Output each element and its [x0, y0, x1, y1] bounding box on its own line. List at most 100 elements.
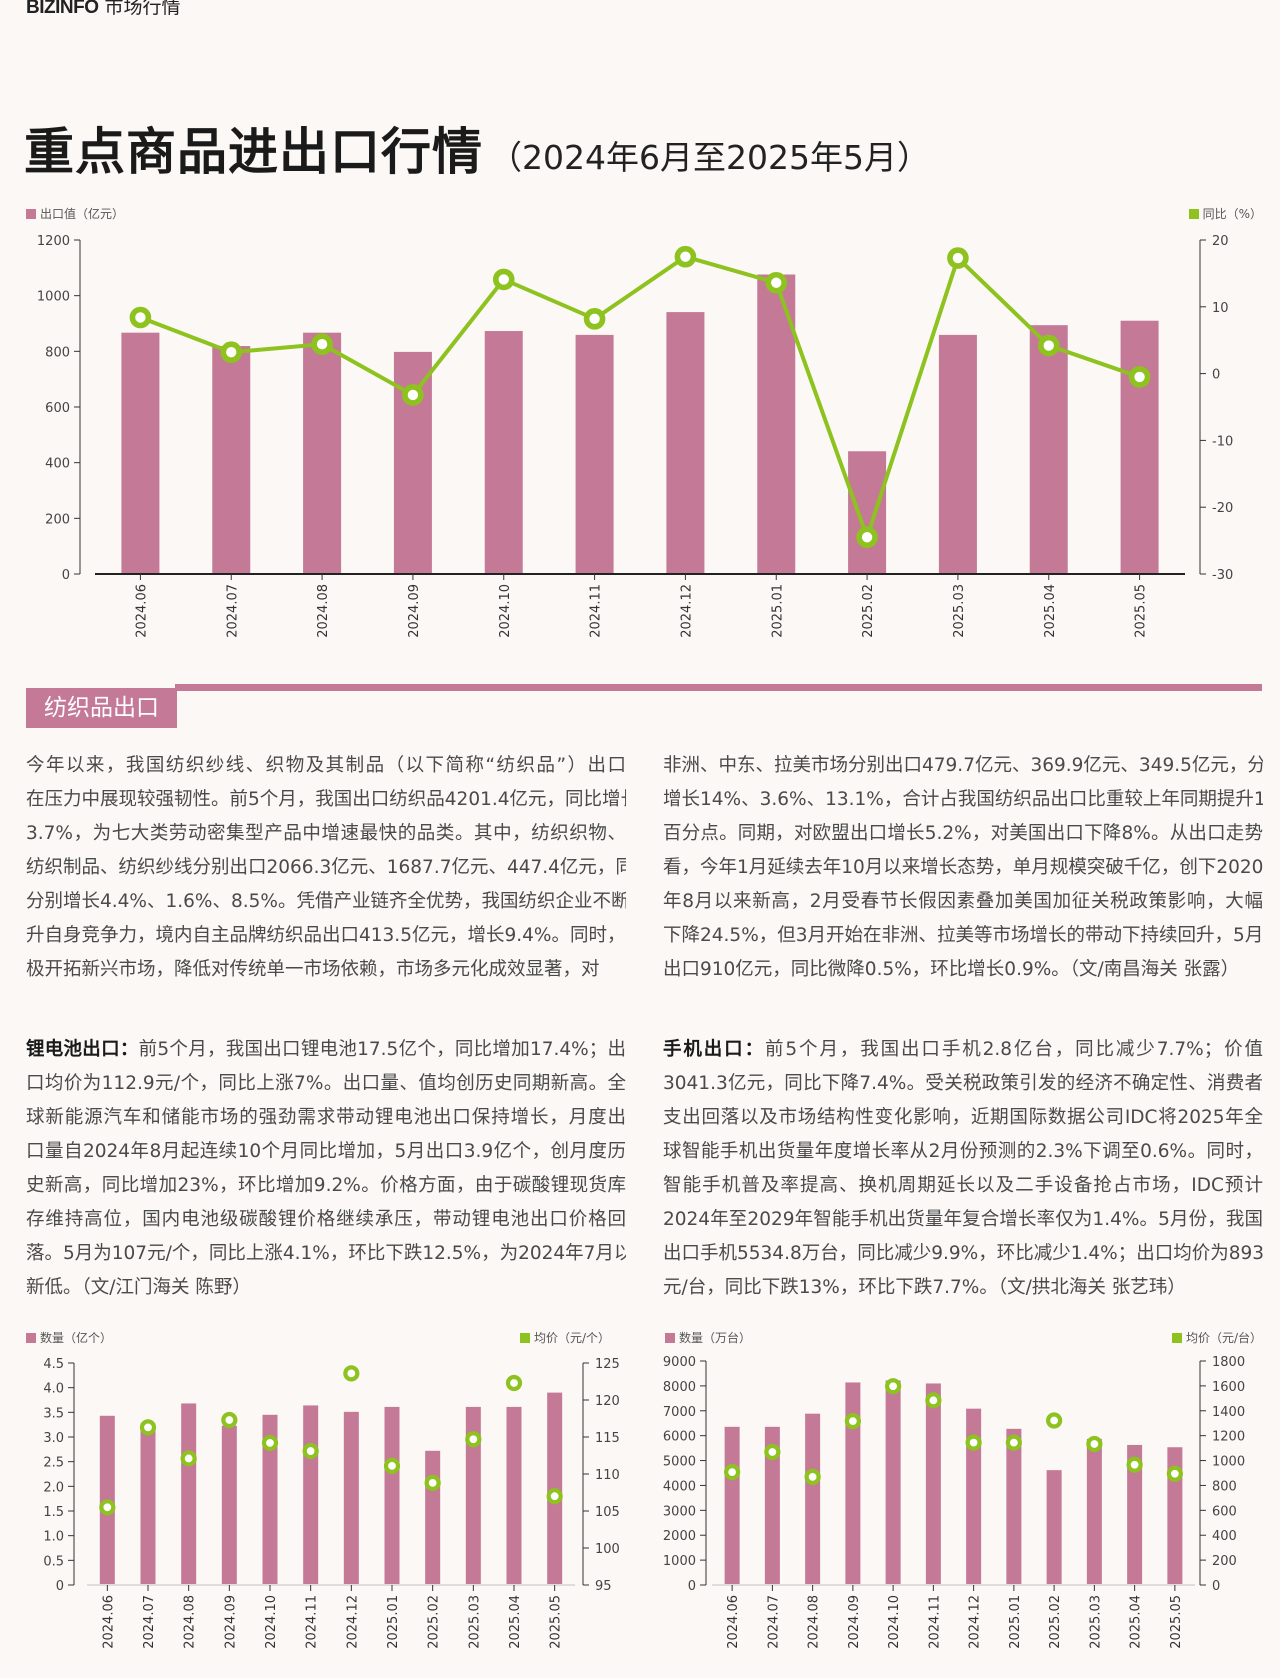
bar [845, 1382, 861, 1585]
text-line: 支出回落以及市场结构性变化影响，近期国际数据公司IDC将2025年全 [663, 1107, 1263, 1128]
data-point [1128, 366, 1151, 388]
left-tick-label: 1.0 [43, 1530, 64, 1545]
text-line: 极开拓新兴市场，降低对传统单一市场依赖，市场多元化成效显著，对 [26, 959, 600, 980]
data-point [424, 1474, 441, 1491]
right-tick-label: 800 [1212, 1479, 1237, 1494]
right-tick-label: 0 [1212, 368, 1220, 383]
left-tick-label: 1000 [663, 1554, 696, 1569]
data-point [139, 1419, 157, 1436]
left-tick-label: 1.5 [43, 1505, 64, 1520]
x-tick-label: 2024.12 [345, 1595, 360, 1649]
bar [1046, 1470, 1062, 1585]
textile-text-left: 今年以来，我国纺织纱线、织物及其制品（以下简称“纺织品”）出口 在压力中展现较强韧… [26, 749, 626, 987]
data-point [1166, 1465, 1183, 1482]
bar [764, 1426, 780, 1585]
data-point [99, 1499, 116, 1516]
x-tick-label: 2024.06 [726, 1595, 741, 1649]
data-point [583, 308, 606, 330]
bar [221, 1425, 237, 1585]
data-point [1037, 334, 1060, 357]
text-line: 存维持高位，国内电池级碳酸锂价格继续承压，带动锂电池出口价格回 [26, 1209, 626, 1230]
x-tick-label: 2024.09 [223, 1595, 238, 1649]
yoy-line [139, 254, 1141, 540]
bar [343, 1411, 359, 1585]
x-tick-label: 2024.10 [887, 1595, 902, 1649]
right-tick-label: 1200 [1212, 1430, 1245, 1445]
x-tick-label: 2024.07 [766, 1595, 781, 1649]
right-tick-label: 110 [595, 1468, 620, 1483]
x-tick-label: 2025.02 [1048, 1595, 1063, 1649]
x-tick-label: 2025.02 [861, 584, 876, 638]
bar [575, 334, 614, 574]
legend-swatch [665, 1332, 675, 1343]
data-point [261, 1434, 279, 1452]
x-tick-label: 2024.07 [225, 584, 240, 638]
left-tick-label: 400 [45, 457, 70, 472]
bar [925, 1383, 941, 1585]
right-tick-label: 1800 [1212, 1355, 1245, 1370]
left-tick-label: 1200 [37, 234, 70, 249]
left-tick-label: 0 [62, 568, 70, 583]
right-tick-label: 1400 [1212, 1405, 1245, 1420]
data-point [947, 247, 969, 269]
data-point [465, 1431, 482, 1448]
left-tick-label: 7000 [663, 1405, 696, 1420]
text-line: 3041.3亿元，同比下降7.4%。受关税政策引发的经济不确定性、消费者 [663, 1073, 1263, 1094]
title-main: 重点商品进出口行情 [24, 123, 483, 181]
bar [303, 332, 342, 574]
text-line: 分别增长4.4%、1.6%、8.5%。凭借产业链齐全优势，我国纺织企业不断提 [26, 891, 626, 912]
left-tick-label: 800 [45, 345, 70, 360]
text-line: 出口手机5534.8万台，同比减少9.9%，环比减少1.4%；出口均价为893.… [663, 1243, 1263, 1264]
left-tick-label: 600 [45, 401, 70, 416]
x-tick-label: 2025.04 [508, 1595, 523, 1649]
data-point [343, 1365, 360, 1382]
legend-yoy: 同比（%） [1188, 205, 1262, 222]
bar [1120, 320, 1159, 574]
legend-label: 同比（%） [1202, 207, 1262, 221]
chart-手机出口: 0 1000 2000 3000 4000 5000 6000 7000 8000 9000 0 20… [663, 1355, 1245, 1649]
x-tick-label: 2024.12 [968, 1595, 983, 1649]
bar [966, 1408, 982, 1585]
x-tick-label: 2025.03 [952, 584, 967, 638]
x-tick-label: 2025.01 [386, 1595, 401, 1649]
text-line: 在压力中展现较强韧性。前5个月，我国出口纺织品4201.4亿元，同比增长 [26, 789, 626, 810]
left-tick-label: 0 [56, 1579, 64, 1594]
bar [121, 332, 160, 574]
legend-phone-price: 均价（元/台） [1171, 1329, 1262, 1346]
bar [384, 1406, 400, 1585]
text-line: 看，今年1月延续去年10月以来增长态势，单月规模突破千亿，创下2020 [663, 857, 1263, 878]
data-point [1005, 1434, 1022, 1451]
legend-phone-quantity: 数量（万台） [665, 1329, 751, 1346]
left-tick-label: 2.0 [43, 1480, 64, 1495]
right-tick-label: 1000 [1212, 1455, 1245, 1470]
legend-label: 出口值（亿元） [40, 207, 125, 221]
x-tick-label: 2025.03 [1088, 1595, 1103, 1649]
chart-锂电池出口: 0 0.5 1.0 1.5 2.0 2.5 3.0 3.5 4.0 4.5 95 100 105 110 1… [43, 1357, 620, 1649]
text-line: 非洲、中东、拉美市场分别出口479.7亿元、369.9亿元、349.5亿元，分别 [663, 755, 1263, 776]
paragraph-heading: 锂电池出口： [26, 1039, 139, 1060]
bar [885, 1380, 901, 1585]
right-tick-label: 125 [595, 1357, 620, 1372]
x-tick-label: 2024.08 [183, 1595, 198, 1649]
bar [1029, 325, 1068, 574]
x-tick-label: 2025.04 [1129, 1595, 1144, 1649]
x-tick-label: 2025.05 [1134, 584, 1149, 638]
left-tick-label: 2.5 [43, 1456, 64, 1471]
data-point [383, 1457, 401, 1474]
text-line: 增长14%、3.6%、13.1%，合计占我国纺织品出口比重较上年同期提升1.5个 [663, 789, 1263, 810]
right-tick-label: -30 [1212, 568, 1233, 583]
bar [1086, 1438, 1102, 1585]
text-line: 口量自2024年8月起连续10个月同比增加，5月出口3.9亿个，创月度历 [26, 1141, 626, 1162]
text-line: 球智能手机出货量年度增长率从2月份预测的2.3%下调至0.6%。同时， [663, 1141, 1263, 1162]
x-tick-label: 2025.05 [549, 1595, 564, 1649]
chart-纺织品出口: 0 200 400 600 800 1000 1200 -30 -20 -10 0 10 20 2024.… [37, 234, 1233, 638]
legend-swatch [26, 208, 36, 219]
legend-battery-price: 均价（元/个） [520, 1329, 610, 1346]
section-divider [175, 684, 1262, 691]
x-tick-label: 2024.06 [101, 1595, 116, 1649]
section-tag-textile: 纺织品出口 [26, 688, 177, 728]
bar [212, 346, 251, 574]
data-point [1086, 1435, 1103, 1453]
data-point [925, 1392, 942, 1409]
left-tick-label: 8000 [663, 1380, 696, 1395]
